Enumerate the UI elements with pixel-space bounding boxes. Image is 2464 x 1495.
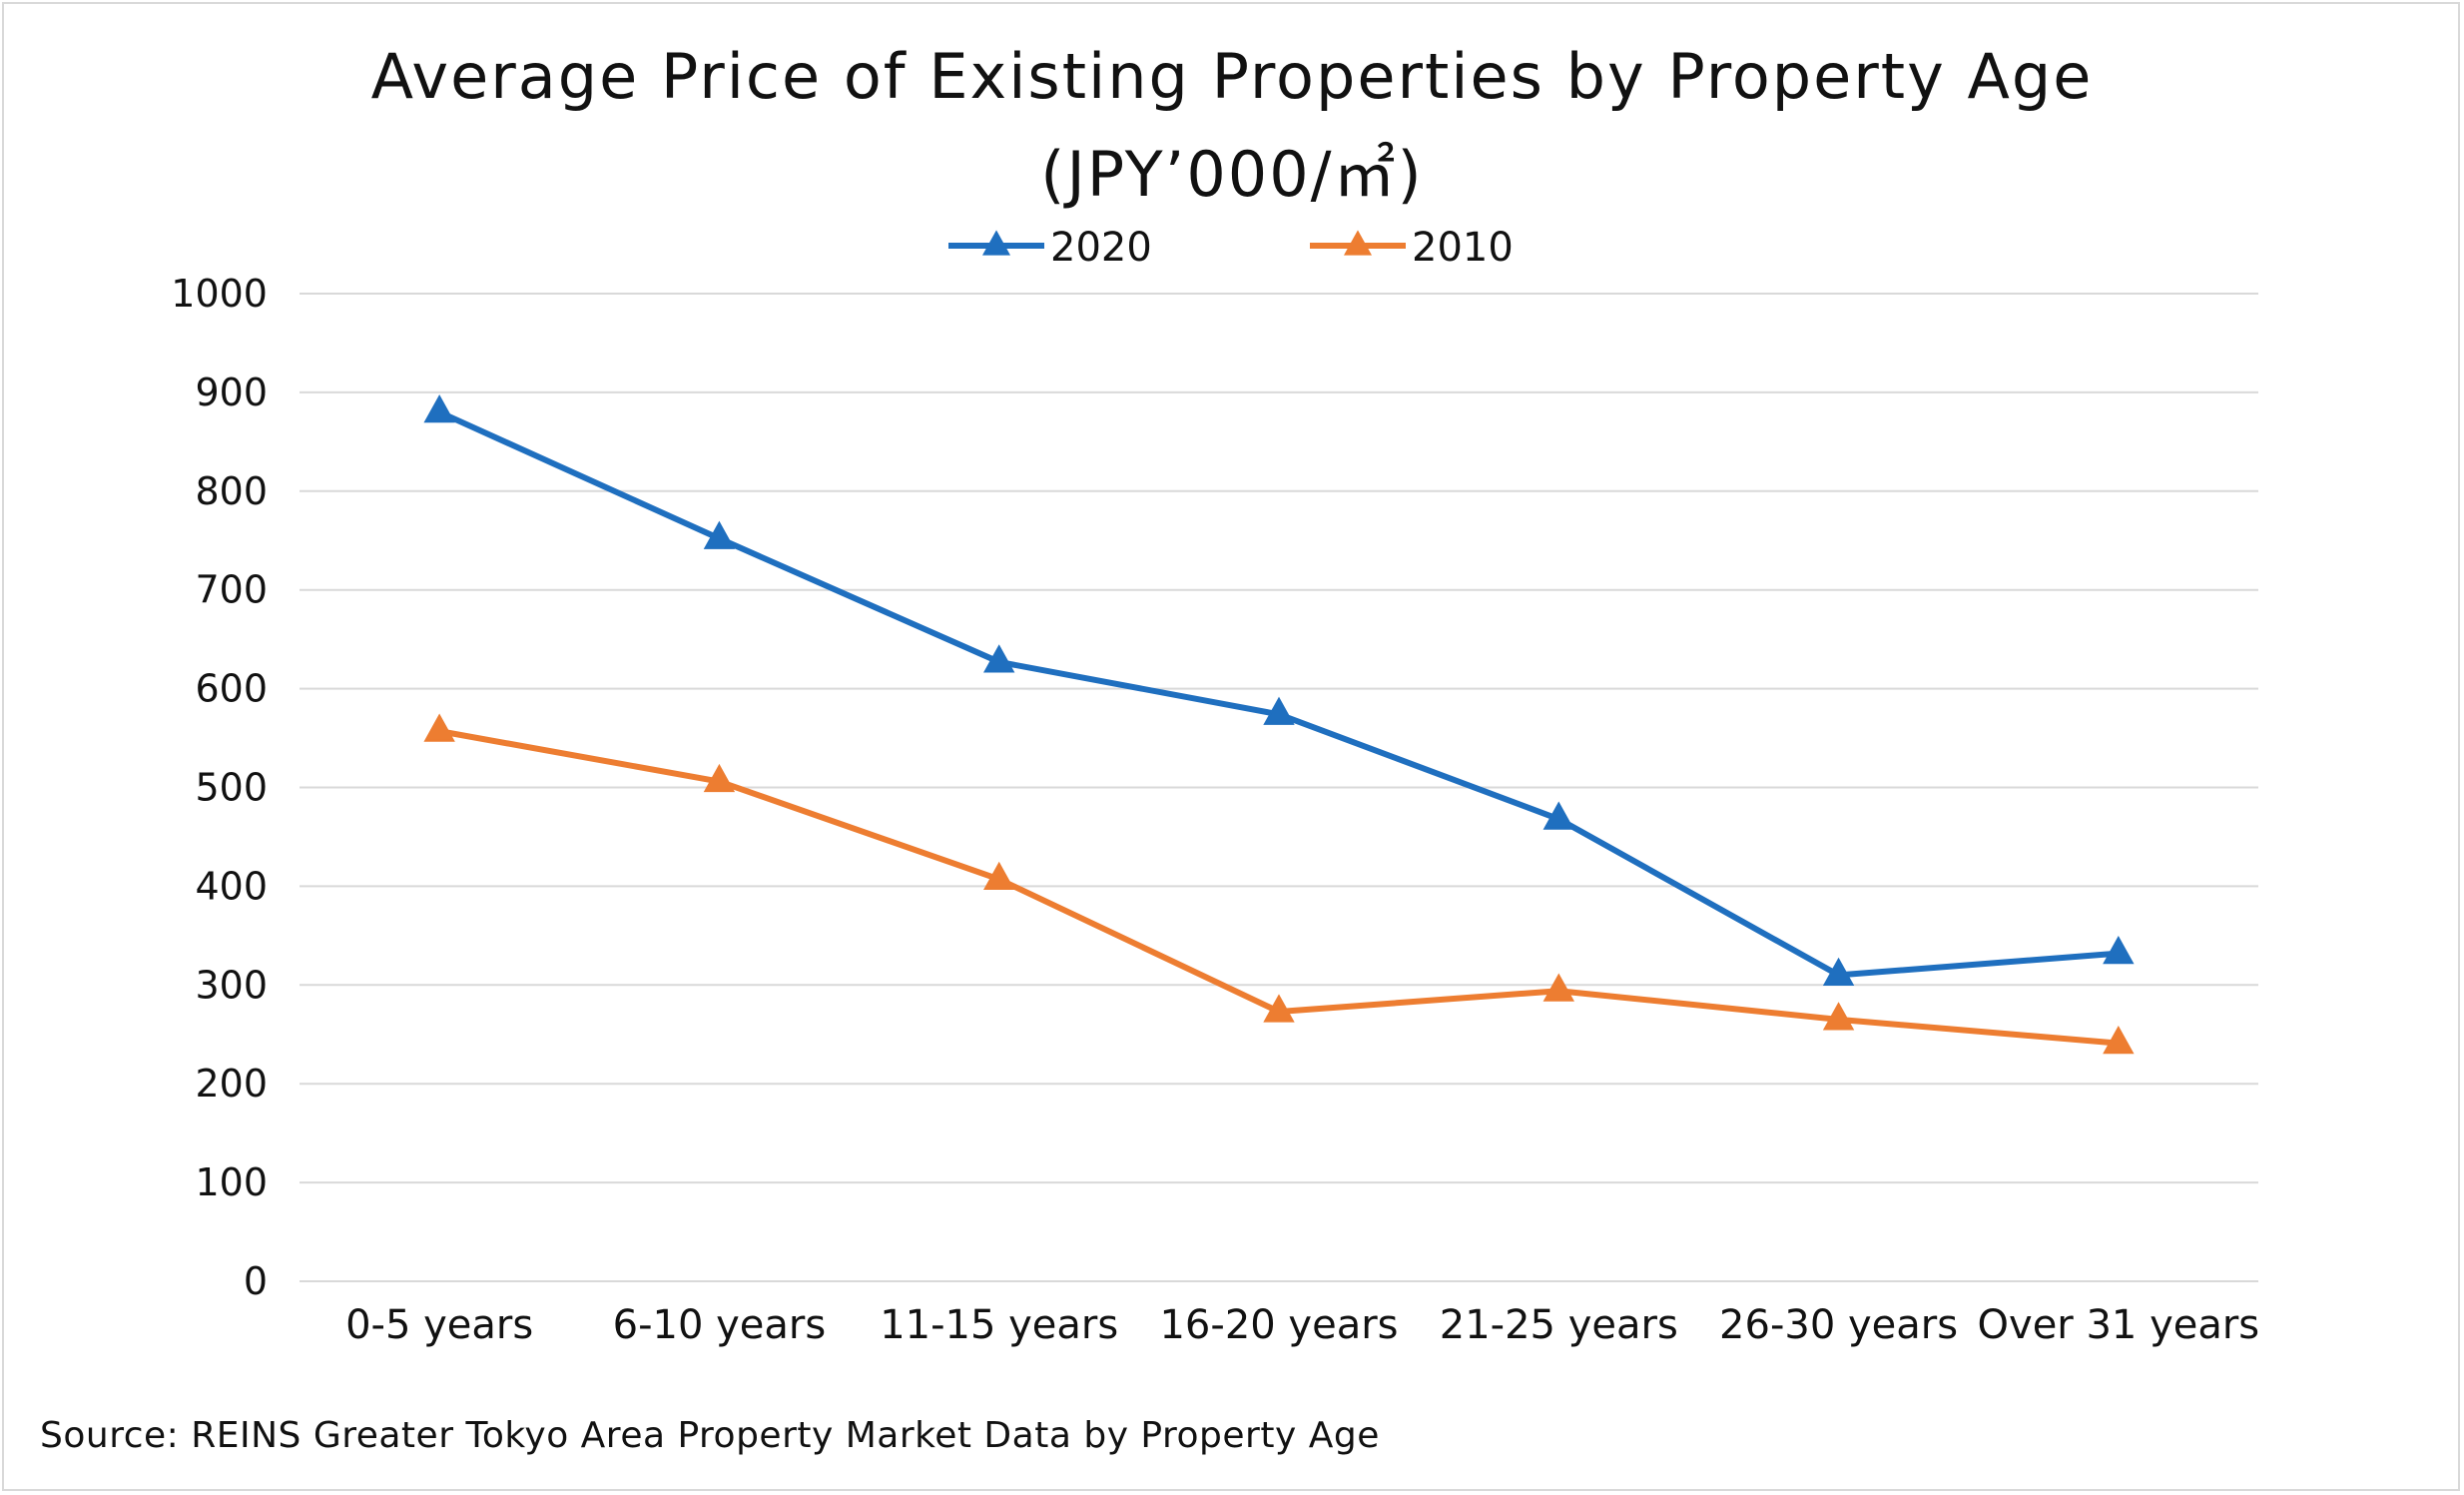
x-tick-label: 16-20 years — [1159, 1302, 1398, 1348]
series-line — [437, 408, 2120, 979]
chart-title: Average Price of Existing Properties by … — [370, 40, 2094, 113]
data-point — [423, 393, 455, 423]
y-tick-label: 500 — [195, 766, 268, 810]
data-point — [703, 520, 736, 549]
legend-label: 2020 — [1050, 225, 1152, 271]
series-group — [423, 393, 2135, 1055]
legend-item-2020: 2020 — [948, 225, 1152, 271]
y-tick-label: 300 — [195, 963, 268, 1007]
y-axis-ticks: 0 100 200 300 400 500 600 700 800 900 1000 — [171, 272, 268, 1303]
y-tick-label: 900 — [195, 371, 268, 414]
data-point — [1542, 973, 1574, 1002]
gridlines — [300, 293, 2258, 1282]
data-point — [1822, 957, 1855, 986]
legend-item-2010: 2010 — [1310, 225, 1514, 271]
x-tick-label: 0-5 years — [345, 1302, 533, 1348]
y-tick-label: 400 — [195, 864, 268, 908]
y-tick-label: 0 — [244, 1259, 268, 1303]
legend-label: 2010 — [1412, 225, 1514, 271]
y-tick-label: 600 — [195, 667, 268, 711]
data-point — [1542, 801, 1574, 830]
series-2010 — [423, 713, 2135, 1055]
data-point — [703, 763, 736, 793]
source-note: Source: REINS Greater Tokyo Area Propert… — [40, 1415, 1380, 1456]
y-tick-label: 1000 — [171, 272, 268, 316]
x-tick-label: 21-25 years — [1440, 1302, 1678, 1348]
legend-swatch-marker — [982, 230, 1010, 256]
data-point — [983, 644, 1015, 673]
x-tick-label: 6-10 years — [613, 1302, 827, 1348]
x-tick-label: 26-30 years — [1719, 1302, 1958, 1348]
data-point — [1263, 994, 1295, 1023]
data-point — [2103, 935, 2135, 965]
x-axis-ticks: 0-5 years 6-10 years 11-15 years 16-20 year… — [345, 1302, 2259, 1348]
data-point — [983, 861, 1015, 891]
x-tick-label: 11-15 years — [880, 1302, 1118, 1348]
x-tick-label: Over 31 years — [1978, 1302, 2260, 1348]
legend: 2020 2010 — [948, 225, 1514, 271]
data-point — [2103, 1025, 2135, 1055]
y-tick-label: 200 — [195, 1062, 268, 1106]
y-tick-label: 700 — [195, 568, 268, 612]
legend-swatch-marker — [1344, 230, 1372, 256]
series-2020 — [423, 393, 2135, 986]
y-tick-label: 800 — [195, 469, 268, 513]
y-tick-label: 100 — [195, 1160, 268, 1204]
data-point — [423, 713, 455, 742]
chart-subtitle: (JPY’000/㎡) — [1040, 138, 1424, 211]
data-point — [1822, 1002, 1855, 1031]
data-point — [1263, 696, 1295, 725]
